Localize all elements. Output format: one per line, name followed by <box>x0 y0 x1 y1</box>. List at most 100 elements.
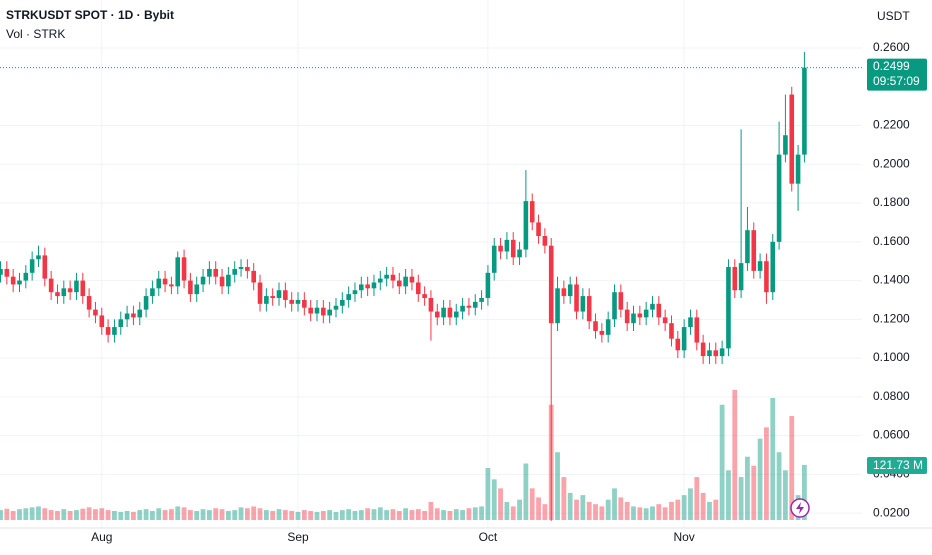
candle-body <box>4 268 10 277</box>
volume-bar <box>257 508 263 520</box>
volume-value-label: 121.73 M <box>873 458 923 472</box>
candle-body <box>74 280 79 293</box>
candle-body <box>390 274 396 281</box>
volume-bar <box>200 509 206 520</box>
candle-body <box>764 261 769 293</box>
candle-body <box>662 317 668 324</box>
y-tick-label: 0.0600 <box>873 428 910 442</box>
volume-bar <box>542 504 548 520</box>
volume-bar <box>0 510 3 520</box>
candle-body <box>529 201 535 223</box>
candle-body <box>118 319 124 328</box>
candle-body <box>745 230 750 264</box>
volume-bar <box>498 488 503 520</box>
candle-body <box>643 309 649 318</box>
x-tick-label: Nov <box>673 530 694 544</box>
candle-body <box>131 313 136 318</box>
candle-body <box>542 236 548 246</box>
volume-bar <box>206 510 212 520</box>
candle-body <box>213 268 219 277</box>
candle-body <box>86 296 92 310</box>
candle-body <box>384 274 389 279</box>
chart-title: STRKUSDT SPOT · 1D · Bybit <box>6 8 174 22</box>
volume-bar <box>770 397 776 520</box>
volume-bar <box>17 509 22 520</box>
icon-bolt[interactable] <box>796 502 804 514</box>
volume-bar <box>365 508 371 520</box>
candle-body <box>415 282 421 295</box>
candle-body <box>251 270 256 283</box>
volume-bar <box>422 510 428 520</box>
y-tick-label: 0.1800 <box>873 195 910 209</box>
candle-body <box>738 263 744 291</box>
volume-bar <box>238 507 244 520</box>
candle-body <box>270 296 275 299</box>
candle-body <box>713 350 719 357</box>
candle-body <box>580 296 586 312</box>
lightning-icon[interactable] <box>790 498 810 518</box>
candle-body <box>650 303 655 310</box>
candle-body <box>523 201 529 250</box>
volume-bars <box>0 389 807 520</box>
candle-body <box>42 255 48 279</box>
volume-bar <box>713 499 719 520</box>
x-tick-label: Oct <box>479 530 498 544</box>
candle-body <box>466 305 472 308</box>
volume-bar <box>74 510 79 520</box>
candle-body <box>194 284 200 295</box>
candle-body <box>517 249 522 258</box>
candle-body <box>219 276 225 287</box>
candle-body <box>434 311 440 318</box>
volume-bar <box>656 504 662 520</box>
volume-bar <box>188 510 193 520</box>
volume-bar <box>352 510 358 520</box>
volume-bar <box>36 506 41 520</box>
volume-bar <box>67 510 73 520</box>
volume-bar <box>118 511 124 520</box>
candle-body <box>175 257 181 287</box>
candle-body <box>302 299 307 308</box>
candle-body <box>802 67 807 155</box>
volume-bar <box>415 509 421 520</box>
volume-bar <box>453 509 459 520</box>
volume-bar <box>371 509 377 520</box>
candle-body <box>55 292 60 297</box>
volume-bar <box>757 438 763 520</box>
candle-body <box>694 317 700 343</box>
volume-bar <box>244 508 250 520</box>
volume-bar <box>561 477 567 520</box>
volume-bar <box>688 488 693 520</box>
candle-body <box>169 284 174 287</box>
volume-bar <box>637 507 643 520</box>
volume-bar <box>314 511 320 520</box>
candle-body <box>23 272 29 281</box>
volume-bar <box>29 507 35 520</box>
volume-bar <box>213 508 219 520</box>
candle-body <box>327 309 332 316</box>
candle-body <box>548 245 554 324</box>
volume-bar <box>441 510 446 520</box>
volume-bar <box>466 508 472 520</box>
candle-body <box>10 276 16 285</box>
volume-bar <box>789 416 795 520</box>
candle-body <box>751 230 757 271</box>
candle-body <box>555 288 560 324</box>
candle-body <box>700 342 706 357</box>
candle-body <box>491 245 497 273</box>
y-tick-label: 0.0200 <box>873 505 910 519</box>
volume-bar <box>472 507 478 520</box>
volume-bar <box>491 479 497 520</box>
volume-bar <box>219 509 225 520</box>
candle-body <box>93 309 98 316</box>
volume-bar <box>409 510 415 520</box>
volume-bar <box>4 508 10 520</box>
volume-bar <box>327 510 333 520</box>
candle-body <box>593 321 598 331</box>
candle-body <box>124 313 130 320</box>
candle-body <box>257 282 263 304</box>
volume-bar <box>802 464 807 520</box>
volume-bar <box>156 508 162 520</box>
candle-body <box>289 299 294 304</box>
volume-bar <box>320 510 326 520</box>
candle-body <box>631 313 636 324</box>
